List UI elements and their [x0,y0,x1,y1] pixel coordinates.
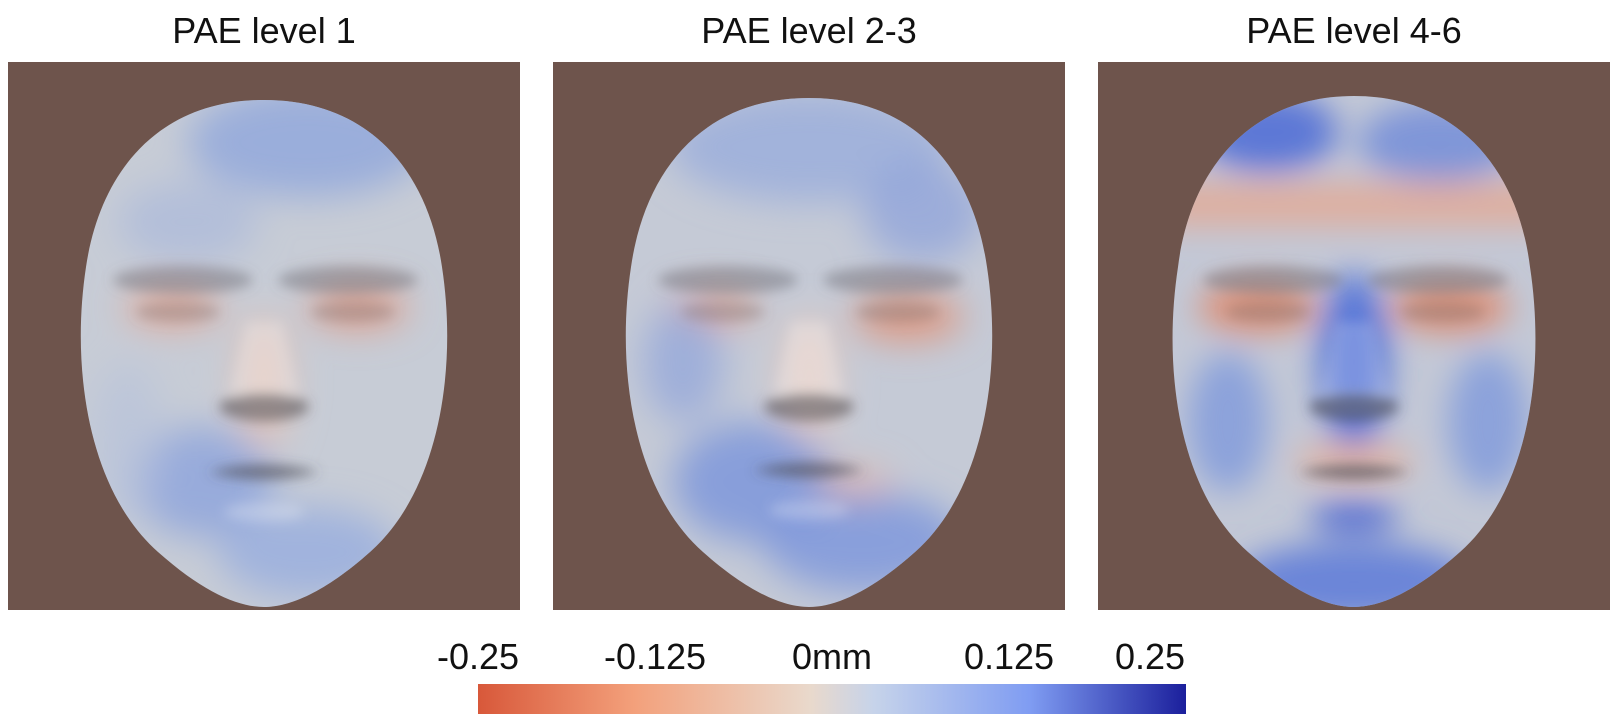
face-render-2 [625,98,993,607]
colorbar-tick-label: 0.125 [963,636,1055,677]
colorbar-tick-label: 0mm [792,636,872,677]
colorbar-gradient [478,684,1186,714]
face-panel-2 [553,62,1065,610]
face-panel-3 [1098,62,1610,610]
face-panel-1 [8,62,520,610]
panel-title-3: PAE level 4-6 [1246,10,1462,51]
panel-title-1: PAE level 1 [172,10,356,51]
face-render-3 [1172,96,1536,607]
colorbar-tick-label: 0.25 [1114,636,1186,677]
colorbar-tick-label: -0.25 [436,636,520,677]
panel-title-2: PAE level 2-3 [701,10,917,51]
face-render-1 [80,100,448,607]
colorbar-tick-label: -0.125 [603,636,707,677]
